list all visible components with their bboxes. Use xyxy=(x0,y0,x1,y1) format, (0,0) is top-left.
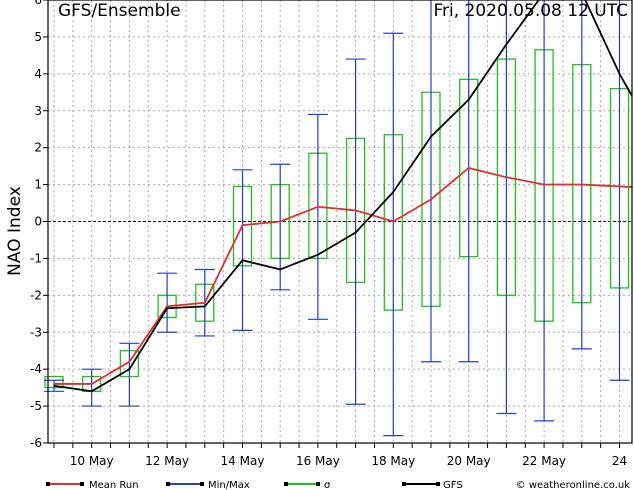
axes: -6 -5 -4 -3 -2 -1 0 1 2 3 4 5 6 10 May 12 May 14 May 16 … xyxy=(30,0,633,468)
legend: Mean Run Min/Max σ GFS © weatheronline.c… xyxy=(46,480,630,490)
legend-label-mean-run: Mean Run xyxy=(89,480,139,490)
x-tick-label: 14 May xyxy=(221,454,265,468)
x-tick-label: 18 May xyxy=(371,454,415,468)
series-line-gfs xyxy=(53,0,632,393)
run-time-label: Fri, 2020.05.08 12 UTC xyxy=(433,1,628,21)
legend-label-min-max: Min/Max xyxy=(208,480,250,490)
legend-marker-sigma-end xyxy=(316,482,320,486)
series-line-mean-run xyxy=(54,166,632,385)
legend-marker-mean-run-end xyxy=(80,482,84,486)
legend-entry-sigma: σ xyxy=(284,480,331,490)
y-tick-label: -1 xyxy=(30,251,42,265)
legend-entry-gfs: GFS xyxy=(402,480,463,490)
x-tick-label: 16 May xyxy=(296,454,340,468)
legend-entry-mean-run: Mean Run xyxy=(46,480,139,490)
y-tick-label: 0 xyxy=(34,215,42,229)
x-tick-label: 12 May xyxy=(145,454,189,468)
y-tick-label: 4 xyxy=(34,67,42,81)
legend-marker-min-max-end xyxy=(200,482,204,486)
y-tick-label: 2 xyxy=(34,141,42,155)
legend-label-gfs: GFS xyxy=(443,480,463,490)
series-lines xyxy=(53,0,632,393)
y-tick-label: -6 xyxy=(30,436,42,450)
legend-marker-mean-run-start xyxy=(46,482,50,486)
legend-marker-gfs-end xyxy=(436,482,440,486)
chart-title: GFS/Ensemble xyxy=(58,1,181,21)
legend-marker-sigma-start xyxy=(284,482,288,486)
legend-marker-gfs-start xyxy=(402,482,406,486)
y-tick-label: -3 xyxy=(30,325,42,339)
y-tick-label: 1 xyxy=(34,178,42,192)
y-tick-label: -5 xyxy=(30,399,42,413)
y-tick-label: -4 xyxy=(30,362,42,376)
x-tick-label: 10 May xyxy=(70,454,114,468)
x-tick-label: 20 May xyxy=(447,454,491,468)
y-tick-label: 5 xyxy=(34,30,42,44)
y-tick-label: 6 xyxy=(34,0,42,7)
y-tick-label: -2 xyxy=(30,288,42,302)
x-tick-label: 22 May xyxy=(522,454,566,468)
legend-label-sigma: σ xyxy=(324,480,331,490)
y-tick-label: 3 xyxy=(34,104,42,118)
x-tick-label: 24 xyxy=(612,454,627,468)
legend-entry-min-max: Min/Max xyxy=(166,480,250,490)
y-axis-label: NAO Index xyxy=(5,186,25,276)
min-max-whiskers xyxy=(44,0,630,437)
credit-label: © weatheronline.co.uk xyxy=(516,480,631,490)
legend-marker-min-max-start xyxy=(166,482,170,486)
